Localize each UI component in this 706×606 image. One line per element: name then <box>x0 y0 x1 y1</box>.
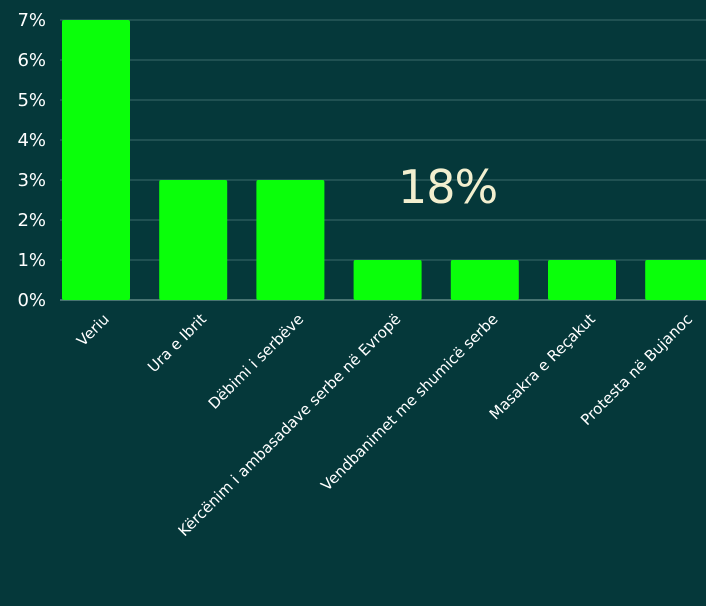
bar <box>62 20 130 300</box>
x-category-label: Ura e Ibrit <box>144 310 210 376</box>
y-tick-label: 3% <box>17 170 46 191</box>
x-category-label: Masakra e Reçakut <box>486 310 599 423</box>
y-tick-label: 0% <box>17 290 46 311</box>
y-axis-ticks: 0% 1% 2% 3% 4% 5% 6% 7% <box>17 10 46 311</box>
y-tick-label: 4% <box>17 130 46 151</box>
gridlines <box>60 19 706 301</box>
bars <box>62 20 706 300</box>
highlight-value: 18% <box>398 160 498 214</box>
bar <box>256 180 325 300</box>
x-category-label: Vendbanimet me shumicë serbe <box>317 310 501 494</box>
x-category-label: Dëbimi i serbëve <box>205 310 308 413</box>
y-tick-label: 2% <box>17 210 46 231</box>
x-category-label: Veriu <box>73 310 113 350</box>
y-tick-label: 5% <box>17 90 46 111</box>
y-tick-label: 1% <box>17 250 46 271</box>
bar <box>645 260 706 300</box>
x-category-label: Kërcënim i ambasadave serbe në Evropë <box>175 310 405 540</box>
bar <box>450 260 519 300</box>
x-category-label: Protesta në Bujanoc <box>577 310 696 429</box>
bar <box>159 180 228 300</box>
bar <box>353 260 422 300</box>
bar <box>548 260 616 300</box>
y-tick-label: 6% <box>17 50 46 71</box>
y-tick-label: 7% <box>17 10 46 31</box>
